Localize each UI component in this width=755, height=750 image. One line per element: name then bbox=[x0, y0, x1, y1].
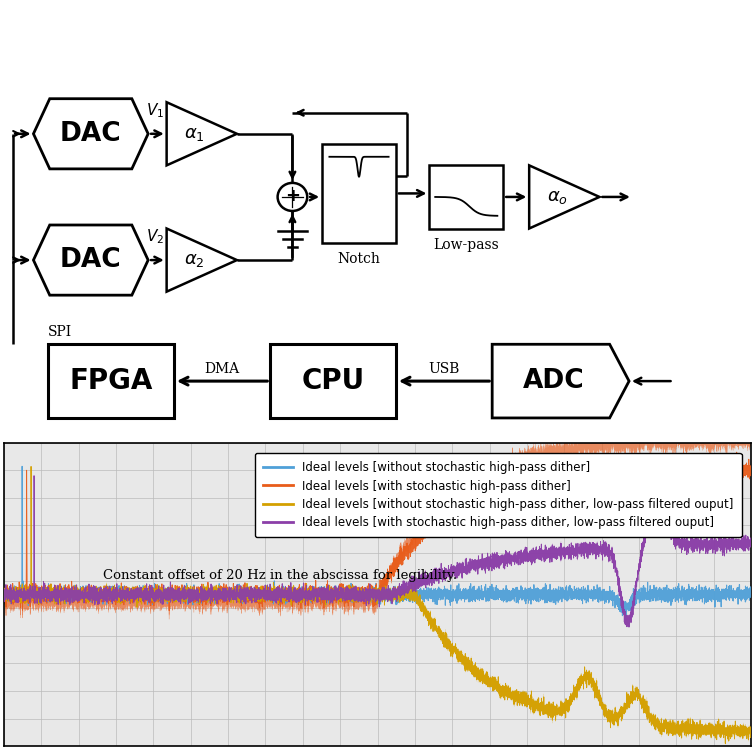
Text: DMA: DMA bbox=[205, 362, 239, 376]
Text: $\alpha_1$: $\alpha_1$ bbox=[184, 124, 205, 142]
Text: ADC: ADC bbox=[523, 368, 584, 394]
Text: Constant offset of 20 Hz in the abscissa for legibility.: Constant offset of 20 Hz in the abscissa… bbox=[103, 568, 458, 581]
Bar bbox=[270, 344, 396, 418]
Bar bbox=[322, 144, 396, 242]
Text: $\alpha_o$: $\alpha_o$ bbox=[547, 188, 568, 206]
Text: USB: USB bbox=[428, 362, 460, 376]
Text: DAC: DAC bbox=[60, 247, 122, 273]
Text: +: + bbox=[285, 188, 300, 206]
Text: $\alpha_2$: $\alpha_2$ bbox=[184, 251, 205, 269]
Text: FPGA: FPGA bbox=[69, 367, 153, 395]
Bar bbox=[430, 165, 504, 229]
Bar bbox=[48, 344, 174, 418]
Polygon shape bbox=[167, 102, 237, 165]
Text: $V_2$: $V_2$ bbox=[146, 227, 165, 246]
Text: CPU: CPU bbox=[301, 367, 365, 395]
Circle shape bbox=[278, 183, 307, 211]
Polygon shape bbox=[167, 229, 237, 292]
Text: DAC: DAC bbox=[60, 121, 122, 147]
Polygon shape bbox=[492, 344, 629, 418]
Text: SPI: SPI bbox=[48, 326, 72, 339]
Polygon shape bbox=[33, 99, 148, 169]
Text: Notch: Notch bbox=[337, 252, 381, 266]
Text: Low-pass: Low-pass bbox=[433, 238, 499, 252]
Polygon shape bbox=[529, 165, 599, 229]
Text: $V_1$: $V_1$ bbox=[146, 101, 165, 120]
Legend: Ideal levels [without stochastic high-pass dither], Ideal levels [with stochasti: Ideal levels [without stochastic high-pa… bbox=[254, 453, 741, 538]
Polygon shape bbox=[33, 225, 148, 296]
